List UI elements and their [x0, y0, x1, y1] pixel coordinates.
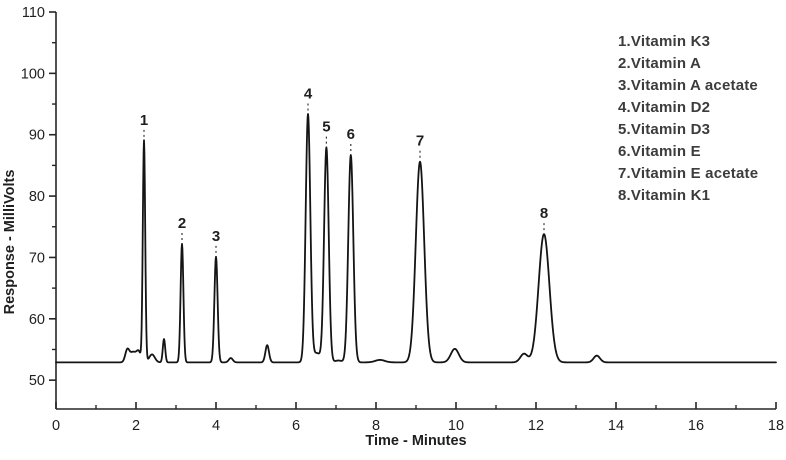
legend-item: 5.Vitamin D3 — [618, 121, 711, 138]
x-tick-label: 0 — [52, 418, 60, 434]
x-tick-label: 8 — [372, 418, 380, 434]
y-axis-title: Response - MilliVolts — [2, 170, 18, 315]
chromatogram-trace — [55, 113, 777, 364]
peak-label: 1 — [140, 112, 148, 129]
peak-label: 6 — [347, 126, 355, 143]
y-tick-label: 80 — [29, 189, 45, 205]
y-tick-label: 50 — [29, 373, 45, 389]
peak-label: 2 — [178, 215, 186, 232]
peak-label: 7 — [416, 133, 424, 150]
y-tick-label: 100 — [21, 66, 45, 82]
y-tick-label: 90 — [29, 128, 45, 144]
x-tick-label: 12 — [528, 418, 544, 434]
legend-item: 1.Vitamin K3 — [618, 33, 711, 50]
legend-item: 8.Vitamin K1 — [618, 187, 711, 204]
legend-item: 3.Vitamin A acetate — [618, 77, 758, 94]
legend-item: 7.Vitamin E acetate — [618, 165, 759, 182]
legend: 1.Vitamin K3 2.Vitamin A 3.Vitamin A aceta… — [618, 31, 758, 207]
x-tick-label: 4 — [212, 418, 220, 434]
legend-item: 6.Vitamin E — [618, 143, 701, 160]
peak-label: 5 — [322, 119, 330, 136]
x-tick-label: 16 — [688, 418, 704, 434]
peak-label: 3 — [212, 228, 220, 245]
peak-label: 4 — [304, 85, 313, 102]
x-tick-label: 14 — [608, 418, 624, 434]
y-tick-label: 70 — [29, 250, 45, 266]
legend-item: 2.Vitamin A — [618, 55, 702, 72]
x-tick-label: 2 — [132, 418, 140, 434]
x-tick-label: 10 — [448, 418, 464, 434]
legend-item: 4.Vitamin D2 — [618, 99, 711, 116]
y-tick-label: 60 — [29, 312, 45, 328]
peak-label: 8 — [540, 205, 548, 222]
x-tick-label: 18 — [768, 418, 784, 434]
x-tick-label: 6 — [292, 418, 300, 434]
y-tick-label: 110 — [22, 5, 45, 21]
x-axis-title: Time - Minutes — [365, 433, 466, 449]
